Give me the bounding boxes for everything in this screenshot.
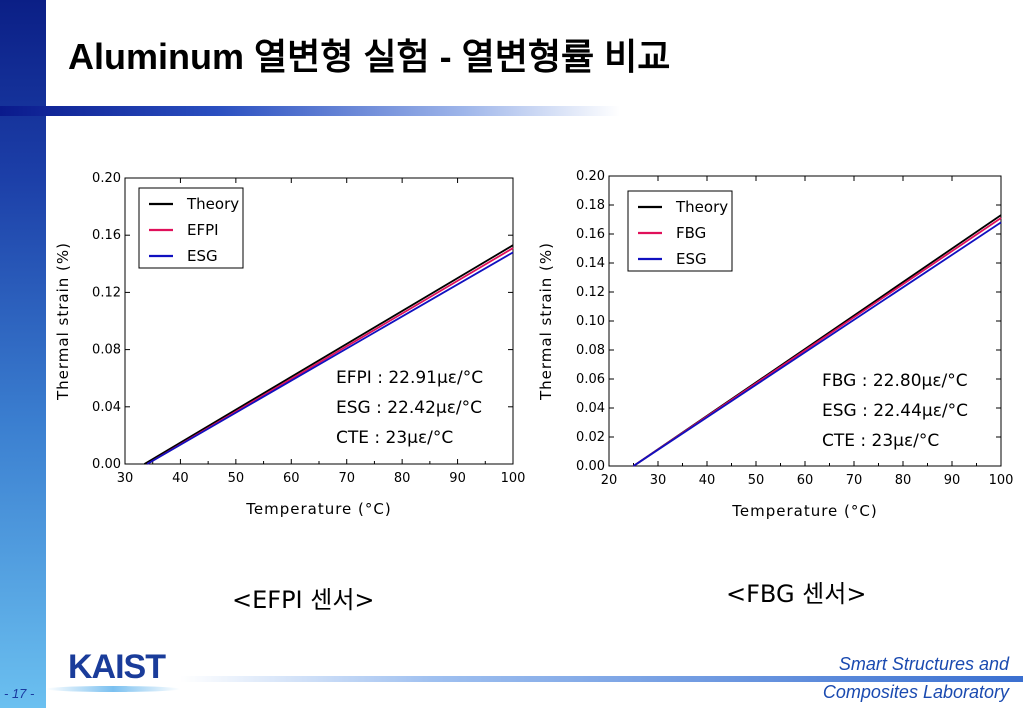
fbg-y-tick-label: 0.04 [576,401,605,416]
fbg-y-tick-label: 0.12 [576,285,605,300]
efpi-x-axis-label: Temperature (°C) [245,500,391,518]
efpi-x-tick-label: 40 [172,471,189,486]
fbg-annotation: CTE : 23με/°C [822,431,939,451]
fbg-y-tick-label: 0.10 [576,314,605,329]
fbg-y-tick-label: 0.14 [576,256,605,271]
fbg-series-esg-line [633,221,1002,467]
fbg-x-axis-label: Temperature (°C) [731,502,877,520]
fbg-y-tick-label: 0.08 [576,343,605,358]
efpi-x-tick-label: 100 [501,471,526,486]
fbg-y-axis-label: Thermal strain (%) [537,242,555,401]
fbg-x-tick-label: 50 [748,473,765,488]
efpi-series-theory-line [143,244,514,465]
efpi-x-tick-label: 50 [228,471,245,486]
fbg-x-tick-label: 80 [895,473,912,488]
page-number: - 17 - [4,686,35,701]
efpi-x-tick-label: 90 [449,471,466,486]
efpi-y-tick-label: 0.00 [92,457,121,472]
efpi-legend-label: ESG [187,247,218,265]
efpi-x-tick-label: 80 [394,471,411,486]
fbg-y-tick-label: 0.18 [576,198,605,213]
efpi-legend: Theory EFPI ESG [138,187,244,269]
efpi-legend-box [138,187,244,269]
fbg-legend-label: Theory [675,198,728,216]
efpi-annotation: CTE : 23με/°C [336,428,453,448]
fbg-legend: Theory FBG ESG [627,190,733,272]
fbg-legend-label: ESG [676,250,707,268]
logo-swoosh [46,686,180,692]
efpi-x-tick-label: 30 [117,471,134,486]
footer-rule [180,676,1023,682]
kaist-logo: KAIST [68,648,166,686]
fbg-chart: 20 30 40 50 60 70 80 90 100 0.00 0.02 0.04 0.06 0.08 0… [537,169,1014,520]
efpi-y-tick-label: 0.08 [92,343,121,358]
fbg-x-tick-label: 60 [797,473,814,488]
fbg-legend-box [627,190,733,272]
fbg-y-tick-label: 0.02 [576,430,605,445]
fbg-x-tick-label: 40 [699,473,716,488]
left-accent-bar [0,0,46,708]
efpi-chart: 30 40 50 60 70 80 90 100 0.00 0.04 0.08 0.12 0.16 0.2… [54,171,526,518]
lab-name-line1: Smart Structures and [838,654,1009,674]
efpi-annotation: ESG : 22.42με/°C [336,398,482,418]
title-underline [0,106,620,116]
fbg-chart-caption: <FBG 센서> [726,580,867,608]
page-title: Aluminum 열변형 실험 - 열변형률 비교 [68,36,671,77]
efpi-series-esg-line [146,251,514,465]
fbg-y-tick-label: 0.00 [576,459,605,474]
lab-name-line2: Composites Laboratory [822,682,1009,702]
fbg-x-tick-label: 20 [601,473,618,488]
efpi-y-tick-label: 0.04 [92,400,121,415]
efpi-annotation: EFPI : 22.91με/°C [336,368,483,388]
fbg-annotation: FBG : 22.80με/°C [822,371,968,391]
fbg-x-tick-label: 90 [944,473,961,488]
lab-name: Smart Structures and Composites Laborato… [823,650,1009,706]
fbg-y-tick-label: 0.20 [576,169,605,184]
efpi-y-tick-label: 0.16 [92,228,121,243]
fbg-legend-label: FBG [676,224,706,242]
fbg-x-tick-label: 100 [989,473,1014,488]
fbg-y-tick-label: 0.06 [576,372,605,387]
efpi-x-tick-label: 70 [338,471,355,486]
fbg-annotation: ESG : 22.44με/°C [822,401,968,421]
efpi-y-axis-label: Thermal strain (%) [54,242,72,401]
efpi-chart-caption: <EFPI 센서> [232,586,375,614]
fbg-x-tick-label: 30 [650,473,667,488]
efpi-y-tick-label: 0.12 [92,285,121,300]
efpi-y-tick-label: 0.20 [92,171,121,186]
fbg-x-tick-label: 70 [846,473,863,488]
efpi-x-tick-label: 60 [283,471,300,486]
efpi-legend-label: EFPI [187,221,219,239]
fbg-y-tick-label: 0.16 [576,227,605,242]
efpi-legend-label: Theory [186,195,239,213]
